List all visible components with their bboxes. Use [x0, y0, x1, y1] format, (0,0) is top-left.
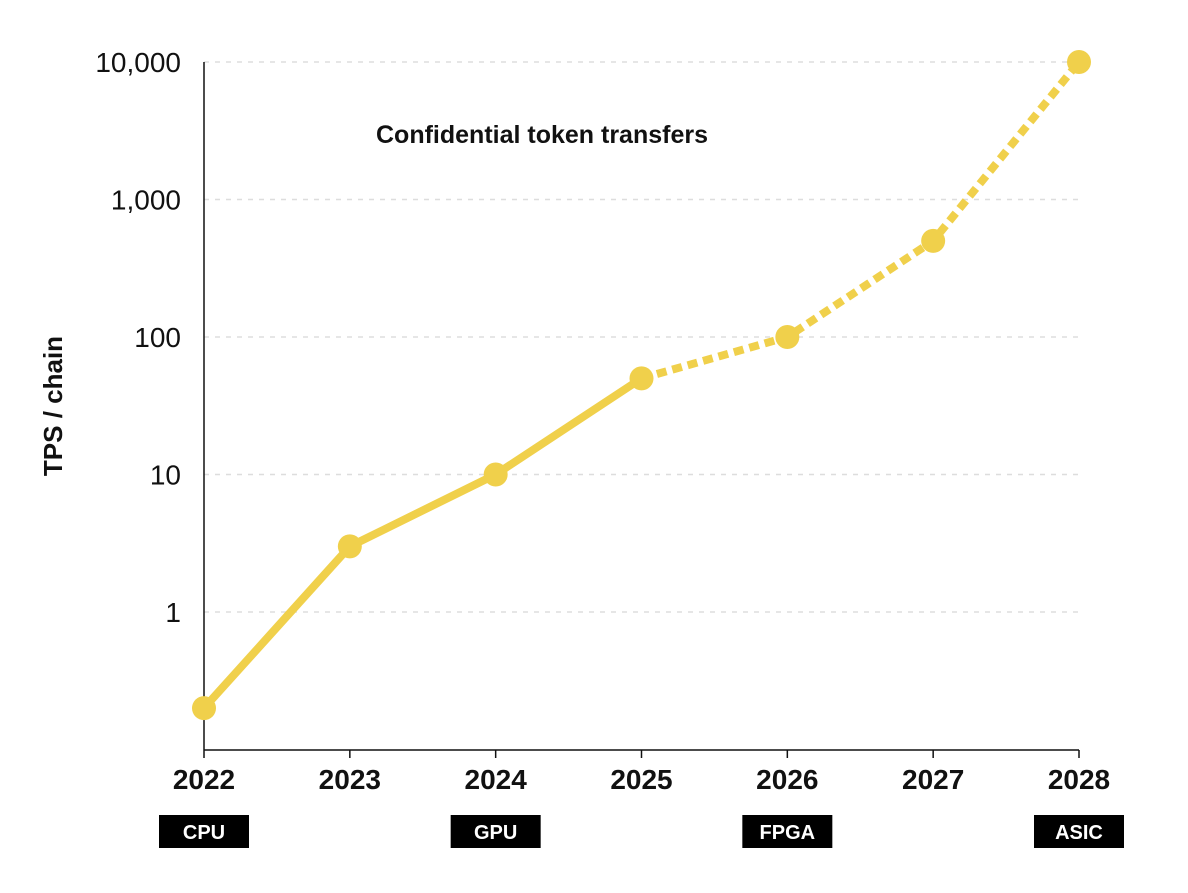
hardware-badge: [1034, 815, 1124, 848]
series-line-dashed: [640, 59, 1083, 383]
x-tick-label: 2025: [610, 764, 672, 795]
data-point-2022: [192, 696, 216, 721]
data-point-2026: [775, 325, 800, 349]
data-point-2023: [337, 534, 362, 559]
x-tick-label: 2024: [465, 764, 528, 795]
chart-title: Confidential token transfers: [376, 121, 708, 149]
x-tick-label: 2022: [173, 764, 235, 795]
hardware-badge-label: GPU: [474, 822, 517, 844]
y-tick-label: 1: [165, 597, 181, 628]
data-point-2027: [921, 228, 946, 253]
x-tick-label: 2027: [902, 764, 964, 795]
hardware-badge: [159, 815, 249, 848]
x-tick-label: 2026: [756, 764, 818, 795]
y-tick-label: 10,000: [95, 47, 181, 78]
x-tick-label: 2023: [319, 764, 381, 795]
hardware-badge: [742, 815, 833, 848]
hardware-badge-label: ASIC: [1055, 822, 1103, 844]
x-tick-label: 2028: [1048, 764, 1110, 795]
hardware-badge: [450, 815, 541, 848]
series-line-solid: [200, 374, 646, 713]
y-axis-title: TPS / chain: [38, 336, 68, 476]
hardware-badge-label: FPGA: [760, 822, 816, 844]
y-tick-label: 100: [134, 322, 181, 353]
y-tick-label: 1,000: [111, 185, 181, 216]
data-point-2028: [1067, 50, 1091, 74]
y-tick-label: 10: [150, 460, 181, 491]
data-point-2024: [483, 462, 508, 487]
data-point-2025: [629, 366, 654, 391]
hardware-badge-label: CPU: [183, 822, 225, 844]
